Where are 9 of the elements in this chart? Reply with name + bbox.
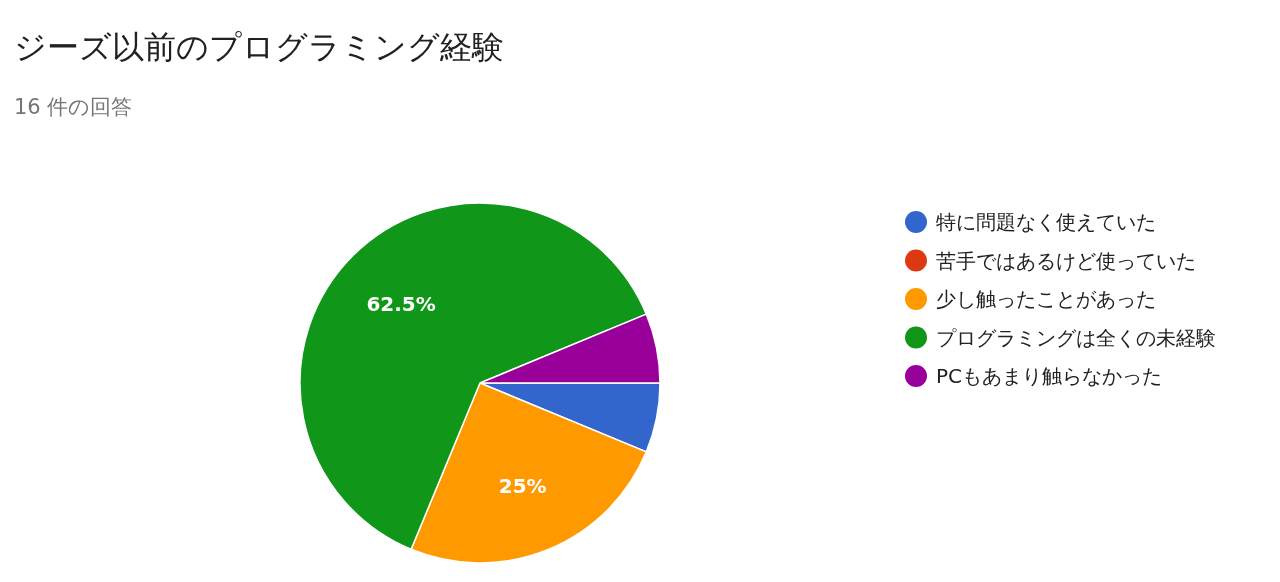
legend-label: 特に問題なく使えていた: [936, 210, 1156, 234]
data-label: 62.5%: [366, 292, 436, 317]
data-label: 25%: [498, 474, 547, 499]
legend-label: PCもあまり触らなかった: [936, 364, 1163, 388]
chart-title: ジーズ以前のプログラミング経験: [14, 28, 504, 66]
legend-label: プログラミングは全くの未経験: [936, 325, 1216, 350]
legend-label: 苦手ではあるけど使っていた: [936, 248, 1196, 273]
legend-label: 少し触ったことがあった: [936, 287, 1156, 311]
text: 16 件の回答: [14, 95, 133, 119]
